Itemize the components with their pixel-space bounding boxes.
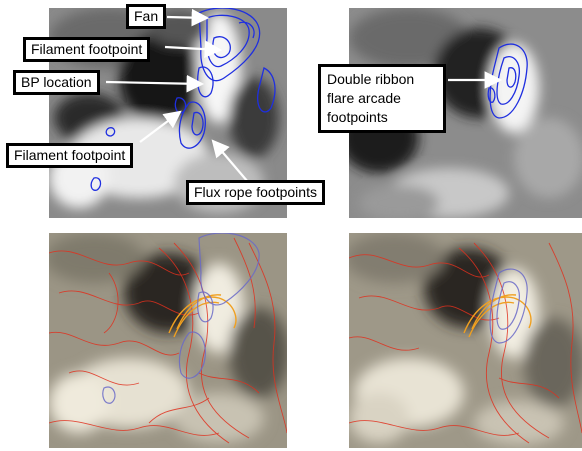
label-filament-footpoint-2: Filament footpoint [6,143,134,168]
panel-bottom-left [49,233,287,448]
overlay-image-bottom-left [49,233,287,448]
red-field-lines [349,242,582,444]
panel-bottom-right [349,233,582,448]
flux-rope-lines [168,294,237,338]
label-double-ribbon: Double ribbon flare arcade footpoints [318,64,446,133]
red-field-lines [49,237,287,444]
label-bp-location: BP location [13,70,100,95]
overlay-image-bottom-right [349,233,582,448]
label-fan: Fan [126,4,167,29]
label-filament-footpoint-1: Filament footpoint [23,37,151,62]
blue-contours-faint [489,268,528,344]
label-flux-rope-footpoints: Flux rope footpoints [186,180,325,205]
blue-contours-faint [102,233,260,404]
